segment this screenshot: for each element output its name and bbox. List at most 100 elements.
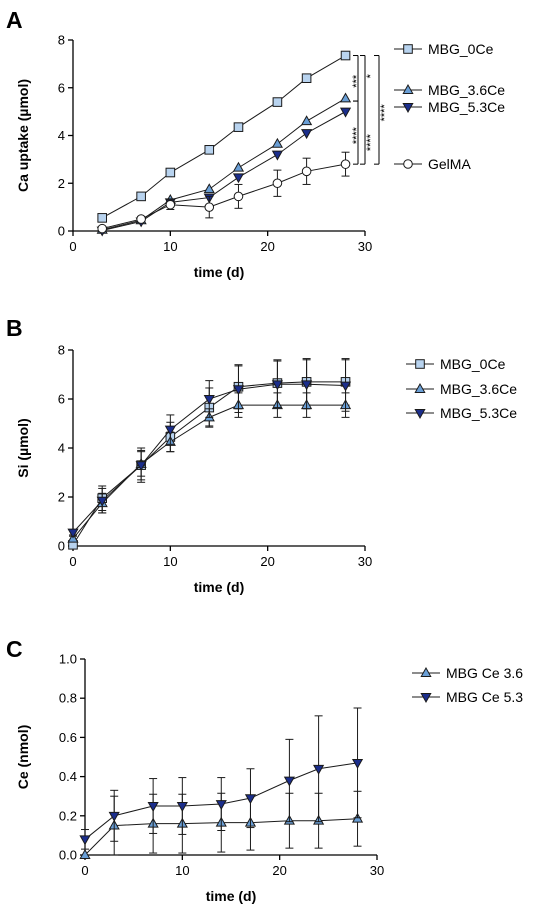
data-point: [79, 835, 91, 846]
data-point: [165, 199, 176, 210]
data-point: [283, 776, 295, 787]
data-point: [97, 213, 108, 223]
legend-entry: MBG_0Ce: [406, 356, 506, 372]
data-point: [339, 92, 352, 103]
x-axis-title: time (d): [206, 888, 257, 904]
series-line: [102, 163, 346, 230]
data-point: [108, 811, 120, 822]
y-tick-label: 8: [58, 343, 65, 358]
y-tick-label: 4: [58, 128, 65, 143]
data-point: [136, 214, 146, 224]
x-tick-label: 30: [370, 863, 384, 878]
data-point: [272, 178, 283, 189]
legend-entry: MBG_3.6Ce: [394, 82, 505, 98]
legend-label: GelMA: [428, 156, 471, 172]
significance-label: ****: [351, 126, 363, 144]
legend-marker: [403, 159, 413, 169]
data-point: [233, 122, 244, 132]
legend-marker: [414, 383, 426, 393]
y-tick-label: 6: [58, 392, 65, 407]
data-point: [313, 764, 325, 775]
x-tick-label: 30: [358, 554, 372, 569]
data-point: [136, 191, 146, 202]
series-mbg-0ce: [97, 50, 351, 223]
data-point: [232, 385, 245, 396]
legend-entry: MBG_5.3Ce: [406, 405, 517, 421]
legend-label: MBG_0Ce: [440, 356, 506, 372]
data-point: [301, 73, 312, 84]
legend-marker: [402, 84, 414, 94]
data-point: [135, 461, 147, 472]
data-point: [203, 183, 215, 194]
legend-entry: MBG_0Ce: [394, 41, 494, 57]
legend-marker: [402, 103, 414, 113]
panel-c: C 0 10 20 30 0.0 0.2 0.4 0.6 0.8 1.0 time (d) Ce (nm…: [6, 636, 523, 904]
significance-label: *: [365, 73, 377, 78]
series-mbg-5-3ce: [67, 359, 352, 539]
y-tick-label: 0.4: [59, 769, 77, 784]
data-point: [215, 800, 227, 811]
data-point: [164, 425, 176, 436]
y-tick-label: 4: [58, 441, 65, 456]
series-line: [102, 98, 346, 231]
data-point: [232, 173, 245, 184]
x-tick-label: 10: [175, 863, 189, 878]
panel-label: B: [6, 315, 23, 341]
y-tick-label: 6: [58, 80, 65, 95]
data-point: [147, 802, 159, 812]
significance-brackets: *** ***** ********: [351, 55, 391, 165]
y-axis-title: Si (µmol): [15, 418, 31, 477]
y-axis-title: Ca uptake (µmol): [15, 79, 31, 192]
series-mbg-5-3ce: [96, 107, 352, 237]
data-point: [272, 97, 283, 107]
y-tick-label: 1.0: [59, 652, 77, 667]
x-tick-label: 10: [163, 554, 177, 569]
series-line: [101, 55, 346, 219]
data-point: [301, 129, 313, 140]
significance-label: ****: [379, 104, 391, 122]
legend-label: MBG_5.3Ce: [440, 405, 517, 421]
y-tick-label: 0: [58, 224, 65, 239]
data-point: [97, 223, 107, 234]
data-point: [301, 115, 313, 126]
legend-entry: MBG_3.6Ce: [406, 381, 517, 397]
x-tick-label: 10: [163, 239, 177, 254]
x-tick-label: 20: [260, 554, 274, 569]
panel-b: B 0 10 20 30 0 2 4 6 8 time (d) Si (µmol) MBG_0Ce MBG…: [6, 315, 517, 595]
data-point: [351, 758, 364, 769]
y-tick-label: 0.8: [59, 691, 77, 706]
legend-label: MBG_3.6Ce: [428, 82, 505, 98]
data-point: [203, 395, 215, 405]
series-mbg-3-6ce: [96, 92, 352, 234]
x-tick-label: 20: [260, 239, 274, 254]
legend-marker: [403, 44, 413, 54]
data-point: [204, 202, 215, 212]
data-point: [340, 50, 351, 61]
legend-entry: MBG Ce 5.3: [412, 689, 523, 705]
legend-entry: GelMA: [394, 156, 471, 172]
legend-label: MBG Ce 3.6: [446, 665, 523, 681]
data-point: [67, 528, 79, 539]
x-tick-label: 0: [81, 863, 88, 878]
data-point: [271, 380, 283, 391]
panel-a: A 0 10 20 30 0 2 4 6 8 time (d) Ca uptake (µmol) MBG…: [6, 7, 505, 280]
panel-label: C: [6, 636, 23, 662]
data-point: [271, 137, 283, 148]
data-point: [79, 849, 91, 859]
data-point: [96, 496, 108, 507]
legend-label: MBG_0Ce: [428, 41, 494, 57]
x-tick-label: 30: [358, 239, 372, 254]
x-axis-title: time (d): [194, 264, 245, 280]
significance-label: ****: [365, 133, 377, 151]
legend-marker: [420, 667, 432, 677]
data-point: [176, 802, 188, 812]
x-tick-label: 20: [272, 863, 286, 878]
y-tick-label: 2: [58, 176, 65, 191]
legend-label: MBG_5.3Ce: [428, 99, 505, 115]
legend-entry: MBG_5.3Ce: [394, 99, 505, 115]
legend-entry: MBG Ce 3.6: [412, 665, 523, 681]
data-point: [340, 159, 351, 169]
series-mbg-ce-5-3: [79, 707, 364, 850]
legend-label: MBG_3.6Ce: [440, 381, 517, 397]
